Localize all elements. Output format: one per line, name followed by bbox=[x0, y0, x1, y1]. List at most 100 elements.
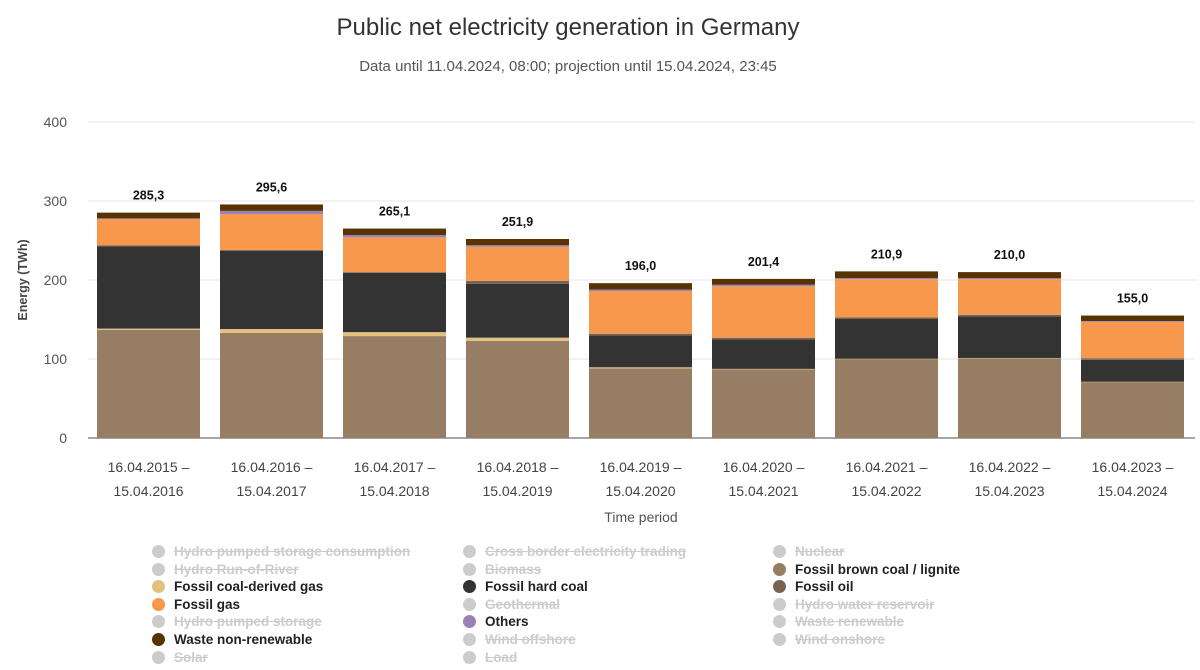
bar-segment[interactable] bbox=[343, 234, 446, 238]
bar-segment[interactable] bbox=[97, 212, 200, 219]
bar-segment[interactable] bbox=[712, 339, 815, 369]
bar-segment[interactable] bbox=[835, 359, 938, 438]
x-tick-label: 15.04.2022 bbox=[851, 483, 921, 499]
bar-segment[interactable] bbox=[343, 332, 446, 337]
bar-segment[interactable] bbox=[343, 237, 446, 273]
bar-segment[interactable] bbox=[1081, 359, 1184, 382]
y-tick-label: 400 bbox=[44, 114, 68, 130]
legend-dot-icon bbox=[463, 650, 476, 664]
legend-dot-icon bbox=[773, 562, 786, 576]
total-data-label: 265,1 bbox=[379, 205, 410, 219]
legend-dot-icon bbox=[463, 615, 476, 629]
legend-label: Others bbox=[485, 614, 529, 630]
bar-segment[interactable] bbox=[97, 328, 200, 330]
bar-segment[interactable] bbox=[466, 337, 569, 341]
legend-label: Hydro water reservoir bbox=[795, 596, 935, 612]
bar-segment[interactable] bbox=[466, 245, 569, 247]
bar-segment[interactable] bbox=[589, 283, 692, 290]
legend-item[interactable]: Cross border electricity trading bbox=[463, 543, 686, 560]
legend-item[interactable]: Hydro pumped storage consumption bbox=[152, 543, 410, 560]
bar-segment[interactable] bbox=[958, 358, 1061, 438]
legend-item[interactable]: Wind offshore bbox=[463, 631, 576, 648]
bar-segment[interactable] bbox=[958, 316, 1061, 358]
bar-segment[interactable] bbox=[97, 246, 200, 329]
legend-dot-icon bbox=[773, 597, 786, 611]
bar-segment[interactable] bbox=[220, 249, 323, 251]
legend-item[interactable]: Wind onshore bbox=[773, 631, 885, 648]
bar-segment[interactable] bbox=[958, 272, 1061, 279]
bar-segment[interactable] bbox=[220, 328, 323, 333]
bar-segment[interactable] bbox=[1081, 358, 1184, 360]
legend-item[interactable]: Nuclear bbox=[773, 543, 845, 560]
bar-segment[interactable] bbox=[220, 204, 323, 211]
chart-title: Public net electricity generation in Ger… bbox=[336, 14, 800, 41]
legend-item[interactable]: Fossil coal-derived gas bbox=[152, 578, 323, 595]
legend-item[interactable]: Hydro water reservoir bbox=[773, 596, 935, 613]
bar-segment[interactable] bbox=[589, 367, 692, 369]
legend-item[interactable]: Fossil brown coal / lignite bbox=[773, 561, 960, 578]
legend-dot-icon bbox=[773, 615, 786, 629]
bar-segment[interactable] bbox=[466, 246, 569, 281]
legend-item[interactable]: Waste renewable bbox=[773, 613, 904, 630]
bar-segment[interactable] bbox=[712, 368, 815, 370]
bar-segment[interactable] bbox=[1081, 321, 1184, 359]
legend-item[interactable]: Fossil oil bbox=[773, 578, 854, 595]
bar-segment[interactable] bbox=[1081, 381, 1184, 383]
legend-label: Fossil oil bbox=[795, 579, 854, 595]
x-tick-label: 16.04.2018 – bbox=[477, 459, 559, 475]
bar-segment[interactable] bbox=[835, 278, 938, 280]
bar-segment[interactable] bbox=[589, 333, 692, 336]
bar-segment[interactable] bbox=[466, 238, 569, 246]
bar-segment[interactable] bbox=[220, 214, 323, 250]
bar-segment[interactable] bbox=[1081, 315, 1184, 322]
bar-segment[interactable] bbox=[958, 357, 1061, 359]
bar-segment[interactable] bbox=[220, 210, 323, 215]
bar-segment[interactable] bbox=[97, 218, 200, 220]
bar-segment[interactable] bbox=[466, 280, 569, 284]
bar-segment[interactable] bbox=[835, 317, 938, 320]
bar-segment[interactable] bbox=[835, 319, 938, 359]
bar-segment[interactable] bbox=[958, 314, 1061, 317]
bar-segment[interactable] bbox=[958, 279, 1061, 315]
bar-segment[interactable] bbox=[589, 335, 692, 368]
legend-dot-icon bbox=[463, 545, 476, 558]
bar-segment[interactable] bbox=[466, 340, 569, 438]
bar-segment[interactable] bbox=[589, 291, 692, 334]
legend-item[interactable]: Fossil gas bbox=[152, 596, 240, 613]
bar-segment[interactable] bbox=[343, 228, 446, 235]
bar-segment[interactable] bbox=[835, 271, 938, 279]
bar-segment[interactable] bbox=[712, 284, 815, 287]
bar-segment[interactable] bbox=[220, 332, 323, 438]
bar-segment[interactable] bbox=[343, 272, 446, 273]
legend-item[interactable]: Fossil hard coal bbox=[463, 578, 588, 595]
bar-segment[interactable] bbox=[97, 329, 200, 438]
bar-segment[interactable] bbox=[343, 272, 446, 333]
bar-segment[interactable] bbox=[97, 219, 200, 246]
x-tick-label: 16.04.2019 – bbox=[600, 459, 682, 475]
bar-segment[interactable] bbox=[712, 337, 815, 340]
bar-segment[interactable] bbox=[712, 278, 815, 285]
bar-segment[interactable] bbox=[343, 336, 446, 438]
legend-item[interactable]: Others bbox=[463, 613, 529, 630]
bar-segment[interactable] bbox=[220, 250, 323, 329]
legend-label: Fossil hard coal bbox=[485, 579, 588, 595]
bar-segment[interactable] bbox=[1081, 321, 1184, 322]
bar-segment[interactable] bbox=[466, 283, 569, 338]
x-tick-label: 15.04.2018 bbox=[359, 483, 429, 499]
legend-item[interactable]: Geothermal bbox=[463, 596, 560, 613]
bar-segment[interactable] bbox=[1081, 381, 1184, 438]
bar-segment[interactable] bbox=[835, 279, 938, 318]
bar-segment[interactable] bbox=[835, 358, 938, 360]
legend-item[interactable]: Hydro Run-of-River bbox=[152, 561, 299, 578]
legend-item[interactable]: Hydro pumped storage bbox=[152, 613, 322, 630]
bar-segment[interactable] bbox=[958, 278, 1061, 280]
bar-segment[interactable] bbox=[712, 286, 815, 338]
bar-segment[interactable] bbox=[589, 289, 692, 292]
legend-item[interactable]: Biomass bbox=[463, 561, 541, 578]
bar-segment[interactable] bbox=[712, 369, 815, 438]
bar-segment[interactable] bbox=[589, 368, 692, 438]
legend-item[interactable]: Load bbox=[463, 649, 517, 666]
legend-item[interactable]: Waste non-renewable bbox=[152, 631, 312, 648]
legend-item[interactable]: Solar bbox=[152, 649, 208, 666]
bar-segment[interactable] bbox=[97, 245, 200, 247]
